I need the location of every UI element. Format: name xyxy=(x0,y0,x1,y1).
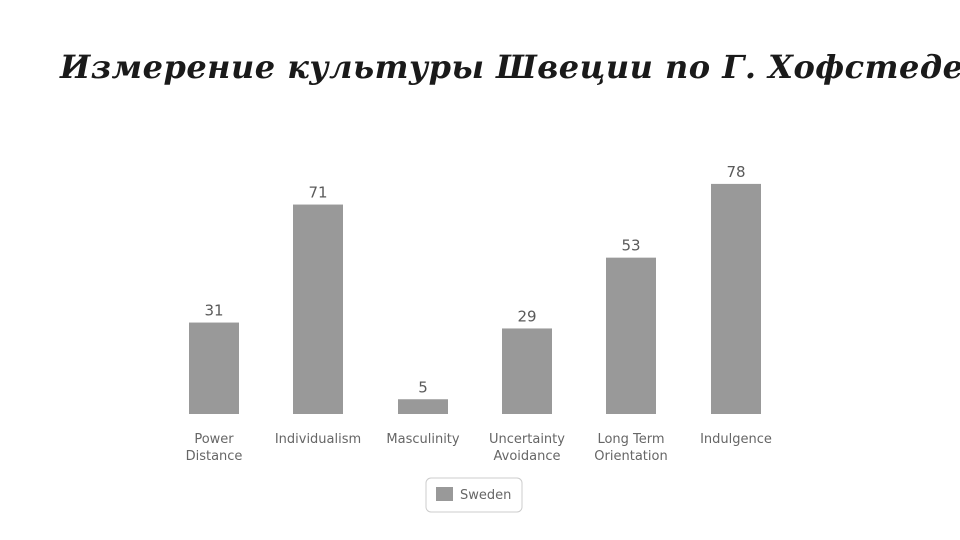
bar[interactable] xyxy=(398,399,448,414)
data-label: 78 xyxy=(726,163,745,181)
bar[interactable] xyxy=(293,204,343,414)
category-labels-layer: Power Distance Individualism Masculinity Unc… xyxy=(186,432,772,464)
data-label: 5 xyxy=(418,378,428,396)
bar[interactable] xyxy=(502,328,552,414)
data-label: 29 xyxy=(517,307,536,325)
data-label: 53 xyxy=(621,237,640,255)
data-label: 71 xyxy=(308,184,327,202)
legend[interactable]: Sweden xyxy=(425,477,523,513)
bar[interactable] xyxy=(606,257,656,414)
category-label: Power Distance xyxy=(186,432,243,464)
slide-title: Измерение культуры Швеции по Г. Хофстеде xyxy=(60,48,960,86)
category-label: Indulgence xyxy=(700,432,772,447)
data-label: 31 xyxy=(204,302,223,320)
category-label: Uncertainty Avoidance xyxy=(489,432,565,464)
bar[interactable] xyxy=(711,183,761,414)
legend-label: Sweden xyxy=(460,488,511,503)
category-label: Individualism xyxy=(275,432,361,447)
legend-swatch xyxy=(436,487,453,501)
category-label: Masculinity xyxy=(386,432,460,447)
category-label: Long Term Orientation xyxy=(594,432,667,464)
value-labels-layer: 31 71 5 29 53 78 xyxy=(204,163,745,396)
legend-box xyxy=(425,477,523,513)
bar[interactable] xyxy=(189,322,239,414)
bars-layer xyxy=(189,183,761,414)
